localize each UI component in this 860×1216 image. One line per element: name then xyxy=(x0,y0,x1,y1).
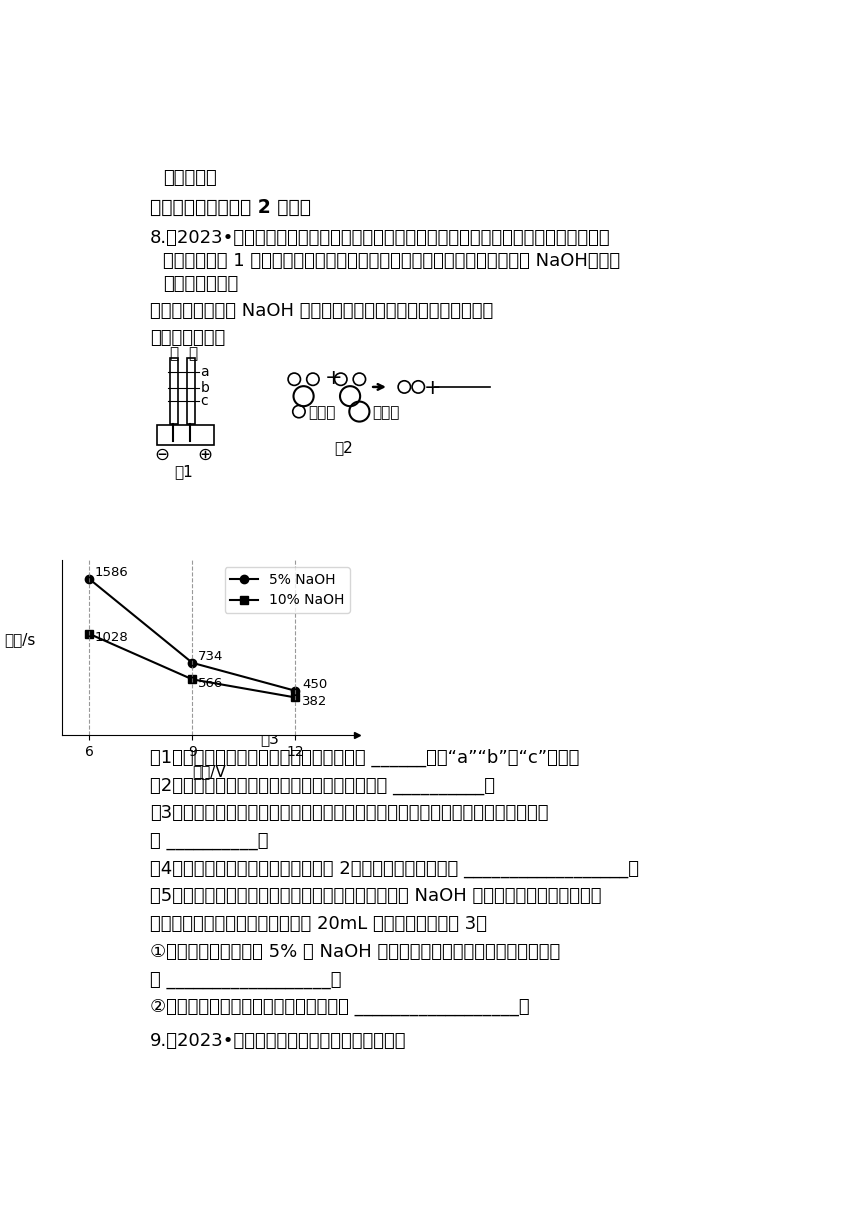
Text: 图3: 图3 xyxy=(260,731,279,747)
Y-axis label: 时间/s: 时间/s xyxy=(4,632,36,647)
Text: 图1: 图1 xyxy=(174,465,193,479)
Text: ①电解溶质质量分数为 5% 的 NaOH 溶液时，改变电压对电解水速率的影响: ①电解溶质质量分数为 5% 的 NaOH 溶液时，改变电压对电解水速率的影响 xyxy=(150,942,561,961)
X-axis label: 电压/V: 电压/V xyxy=(193,765,226,779)
Text: ⊖: ⊖ xyxy=(154,446,169,463)
Text: 9.（2023•眉山）根据如图所示实验回答问题。: 9.（2023•眉山）根据如图所示实验回答问题。 xyxy=(150,1032,407,1051)
Text: 点即可）。: 点即可）。 xyxy=(163,169,217,187)
Text: 乙: 乙 xyxy=(188,347,197,361)
Text: 回答下列问题：: 回答下列问题： xyxy=(150,330,225,348)
Text: 氢原子: 氢原子 xyxy=(308,405,335,421)
Text: 566: 566 xyxy=(198,677,223,689)
10% NaOH xyxy=(290,691,300,705)
Text: 450: 450 xyxy=(302,679,328,692)
Text: b: b xyxy=(200,382,209,395)
5% NaOH xyxy=(187,655,198,670)
Text: （4）电解时，水分子分解示意图如图 2，补全横线上的模型图 __________________。: （4）电解时，水分子分解示意图如图 2，补全横线上的模型图 __________… xyxy=(150,860,639,878)
Text: c: c xyxy=(200,394,208,407)
10% NaOH xyxy=(84,626,95,641)
Text: 氧原子: 氧原子 xyxy=(372,405,400,421)
Line: 5% NaOH: 5% NaOH xyxy=(85,575,299,694)
Bar xyxy=(157,426,214,445)
Text: ②上述实验中，电解水速率最快的条件是 __________________。: ②上述实验中，电解水速率最快的条件是 __________________。 xyxy=(150,998,530,1017)
Text: （3）切断电源后，用燃着的木条在乙玻璃管尖嘴口检验产生的气体，观察到的现象: （3）切断电源后，用燃着的木条在乙玻璃管尖嘴口检验产生的气体，观察到的现象 xyxy=(150,804,549,822)
10% NaOH xyxy=(187,672,198,687)
Text: a: a xyxy=(200,365,209,378)
Text: ⊕: ⊕ xyxy=(198,446,212,463)
Line: 10% NaOH: 10% NaOH xyxy=(85,630,299,702)
Text: 接通直流电源。: 接通直流电源。 xyxy=(163,275,238,293)
Text: 甲: 甲 xyxy=(169,347,179,361)
Text: 1586: 1586 xyxy=(95,567,128,579)
Text: 1028: 1028 xyxy=(95,631,128,644)
Text: +: + xyxy=(324,368,342,388)
Bar xyxy=(187,359,195,424)
Text: （1）电解时，乙玻璃管中产生气泡的位置在 ______（填“a”“b”或“c”）处。: （1）电解时，乙玻璃管中产生气泡的位置在 ______（填“a”“b”或“c”）… xyxy=(150,749,580,767)
5% NaOH xyxy=(290,683,300,698)
Text: 已知：水中加入的 NaOH 只起增强导电性作用，本身不参与反应。: 已知：水中加入的 NaOH 只起增强导电性作用，本身不参与反应。 xyxy=(150,303,494,320)
Text: 382: 382 xyxy=(302,694,328,708)
Text: 734: 734 xyxy=(198,651,223,664)
Text: 同学设计如图 1 装置进行电解水实验，先在电解器玻璃管里加满水（含少量 NaOH），再: 同学设计如图 1 装置进行电解水实验，先在电解器玻璃管里加满水（含少量 NaOH… xyxy=(163,252,620,270)
Text: 三．电解水实验（共 2 小题）: 三．电解水实验（共 2 小题） xyxy=(150,198,311,218)
Text: （5）电解纯水速率较慢，为探究不同电压和不同浓度 NaOH 溶液对电解水速率的影响，: （5）电解纯水速率较慢，为探究不同电压和不同浓度 NaOH 溶液对电解水速率的影… xyxy=(150,888,602,906)
5% NaOH xyxy=(84,572,95,586)
Text: 8.（2023•宜宾）人类的日常生活和工农业生产离不开水。为探究水的组成及变化，某小组: 8.（2023•宜宾）人类的日常生活和工农业生产离不开水。为探究水的组成及变化，… xyxy=(150,229,611,247)
Text: 是 __________________。: 是 __________________。 xyxy=(150,970,341,989)
Text: 小组同学进行多次实验，测得产生 20mL 氢气所需时间如图 3：: 小组同学进行多次实验，测得产生 20mL 氢气所需时间如图 3： xyxy=(150,916,487,933)
Text: 是 __________。: 是 __________。 xyxy=(150,832,268,850)
Legend: 5% NaOH, 10% NaOH: 5% NaOH, 10% NaOH xyxy=(224,567,350,613)
Text: （2）甲、乙两支玻璃管中生成气体的体积比约为 __________。: （2）甲、乙两支玻璃管中生成气体的体积比约为 __________。 xyxy=(150,777,495,794)
Text: +: + xyxy=(424,378,441,399)
Text: 图2: 图2 xyxy=(335,440,353,455)
Bar xyxy=(169,359,178,424)
